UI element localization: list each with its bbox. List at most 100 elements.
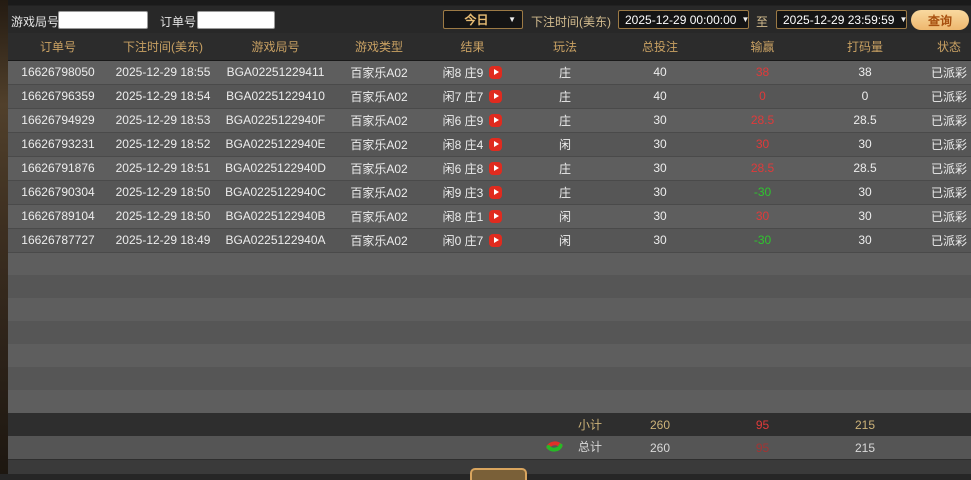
result-text: 闲9 庄3 <box>442 185 484 200</box>
total-bet: 30 <box>653 113 667 127</box>
table-row[interactable]: 16626789104 2025-12-29 18:50 BGA0225122940… <box>8 204 971 228</box>
table-row[interactable]: 16626793231 2025-12-29 18:52 BGA0225122940… <box>8 132 971 156</box>
status: 已派彩 <box>930 233 967 248</box>
grand-total-bet: 260 <box>649 440 671 455</box>
subtotal-label: 小计 <box>577 418 602 432</box>
total-bet: 40 <box>653 65 667 79</box>
order-id: 16626794929 <box>21 113 95 127</box>
play-type: 庄 <box>558 161 571 176</box>
turnover: 38 <box>858 65 872 79</box>
subtotal-win-loss: 95 <box>755 417 770 432</box>
play-icon[interactable] <box>489 113 503 127</box>
turnover: 28.5 <box>853 161 877 175</box>
total-bet: 30 <box>653 233 667 247</box>
empty-row <box>8 298 971 321</box>
table-row[interactable]: 16626796359 2025-12-29 18:54 BGA0225122941… <box>8 84 971 108</box>
bet-time-label: 下注时间(美东) <box>531 15 611 29</box>
win-loss: 28.5 <box>750 113 775 127</box>
play-icon[interactable] <box>489 89 503 103</box>
game-type: 百家乐A02 <box>350 233 408 248</box>
win-loss: -30 <box>753 233 772 247</box>
end-time-select[interactable]: 2025-12-29 23:59:59 ▼ <box>776 10 907 29</box>
table-row[interactable]: 16626791876 2025-12-29 18:51 BGA0225122940… <box>8 156 971 180</box>
bet-time: 2025-12-29 18:53 <box>115 113 211 127</box>
game-type: 百家乐A02 <box>350 161 408 176</box>
round-id: BGA0225122940F <box>225 113 326 127</box>
turnover: 28.5 <box>853 113 877 127</box>
result-text: 闲8 庄9 <box>442 65 484 80</box>
end-time-value: 2025-12-29 23:59:59 <box>783 12 895 27</box>
status: 已派彩 <box>930 89 967 104</box>
table-row[interactable]: 16626790304 2025-12-29 18:50 BGA0225122940… <box>8 180 971 204</box>
round-id: BGA0225122940D <box>225 161 326 175</box>
bet-time: 2025-12-29 18:54 <box>115 89 211 103</box>
table-row[interactable]: 16626794929 2025-12-29 18:53 BGA0225122940… <box>8 108 971 132</box>
to-label: 至 <box>756 15 769 29</box>
play-type: 庄 <box>558 65 571 80</box>
play-type: 闲 <box>558 233 571 248</box>
result-text: 闲8 庄1 <box>442 209 484 224</box>
start-time-select[interactable]: 2025-12-29 00:00:00 ▼ <box>618 10 749 29</box>
chevron-down-icon: ▼ <box>508 15 516 24</box>
empty-row <box>8 321 971 344</box>
table-row[interactable]: 16626798050 2025-12-29 18:55 BGA0225122941… <box>8 60 971 84</box>
play-type: 闲 <box>558 137 571 152</box>
game-type: 百家乐A02 <box>350 89 408 104</box>
chevron-down-icon: ▼ <box>741 15 750 24</box>
bet-time: 2025-12-29 18:51 <box>115 161 211 175</box>
result-cell: 闲0 庄7 <box>425 228 520 252</box>
win-loss: -30 <box>753 185 772 199</box>
cut-off-button[interactable] <box>470 468 527 480</box>
grand-total-label: 总计 <box>577 440 602 454</box>
sync-icon[interactable] <box>545 439 564 454</box>
result-cell: 闲6 庄9 <box>425 108 520 132</box>
play-icon[interactable] <box>489 185 503 199</box>
play-type: 庄 <box>558 89 571 104</box>
table-totals: 小计 260 95 215 总计 260 <box>8 413 971 459</box>
order-id: 16626789104 <box>21 209 95 223</box>
order-id: 16626798050 <box>21 65 95 79</box>
bottom-bar <box>8 459 971 480</box>
play-icon[interactable] <box>489 161 503 175</box>
game-round-label: 游戏局号 <box>11 15 60 29</box>
result-cell: 闲8 庄9 <box>425 60 520 84</box>
total-bet: 30 <box>653 137 667 151</box>
period-select-value: 今日 <box>464 13 489 27</box>
round-id: BGA02251229410 <box>226 89 325 103</box>
play-icon[interactable] <box>489 137 503 151</box>
order-no-input[interactable] <box>197 11 275 29</box>
page-left-edge-texture <box>0 0 8 474</box>
total-bet: 40 <box>653 89 667 103</box>
col-header-turnover: 打码量 <box>846 39 883 54</box>
empty-row <box>8 390 971 413</box>
empty-row <box>8 344 971 367</box>
col-header-game-type: 游戏类型 <box>354 39 403 54</box>
bet-time: 2025-12-29 18:52 <box>115 137 211 151</box>
col-header-play-type: 玩法 <box>552 39 577 54</box>
play-icon[interactable] <box>489 233 503 247</box>
result-text: 闲8 庄4 <box>442 137 484 152</box>
game-type: 百家乐A02 <box>350 137 408 152</box>
table-row[interactable]: 16626787727 2025-12-29 18:49 BGA0225122940… <box>8 228 971 252</box>
game-round-input[interactable] <box>58 11 148 29</box>
period-select[interactable]: 今日 ▼ <box>443 10 523 29</box>
result-text: 闲7 庄7 <box>442 89 484 104</box>
empty-row <box>8 367 971 390</box>
grand-turnover: 215 <box>854 440 876 455</box>
turnover: 30 <box>858 137 872 151</box>
col-header-status: 状态 <box>936 39 961 54</box>
total-bet: 30 <box>653 161 667 175</box>
col-header-round-id: 游戏局号 <box>251 39 300 54</box>
status: 已派彩 <box>930 185 967 200</box>
play-icon[interactable] <box>489 65 503 79</box>
total-bet: 30 <box>653 185 667 199</box>
total-bet: 30 <box>653 209 667 223</box>
status: 已派彩 <box>930 137 967 152</box>
subtotal-turnover: 215 <box>854 417 876 432</box>
play-icon[interactable] <box>489 209 503 223</box>
query-button[interactable]: 查询 <box>911 10 969 30</box>
result-cell: 闲8 庄4 <box>425 132 520 156</box>
records-panel: 游戏局号 订单号 今日 ▼ 下注时间(美东) 2025-12-29 00:00:… <box>8 0 971 480</box>
col-header-win-loss: 输赢 <box>750 39 775 54</box>
grand-win-loss: 95 <box>755 440 770 455</box>
